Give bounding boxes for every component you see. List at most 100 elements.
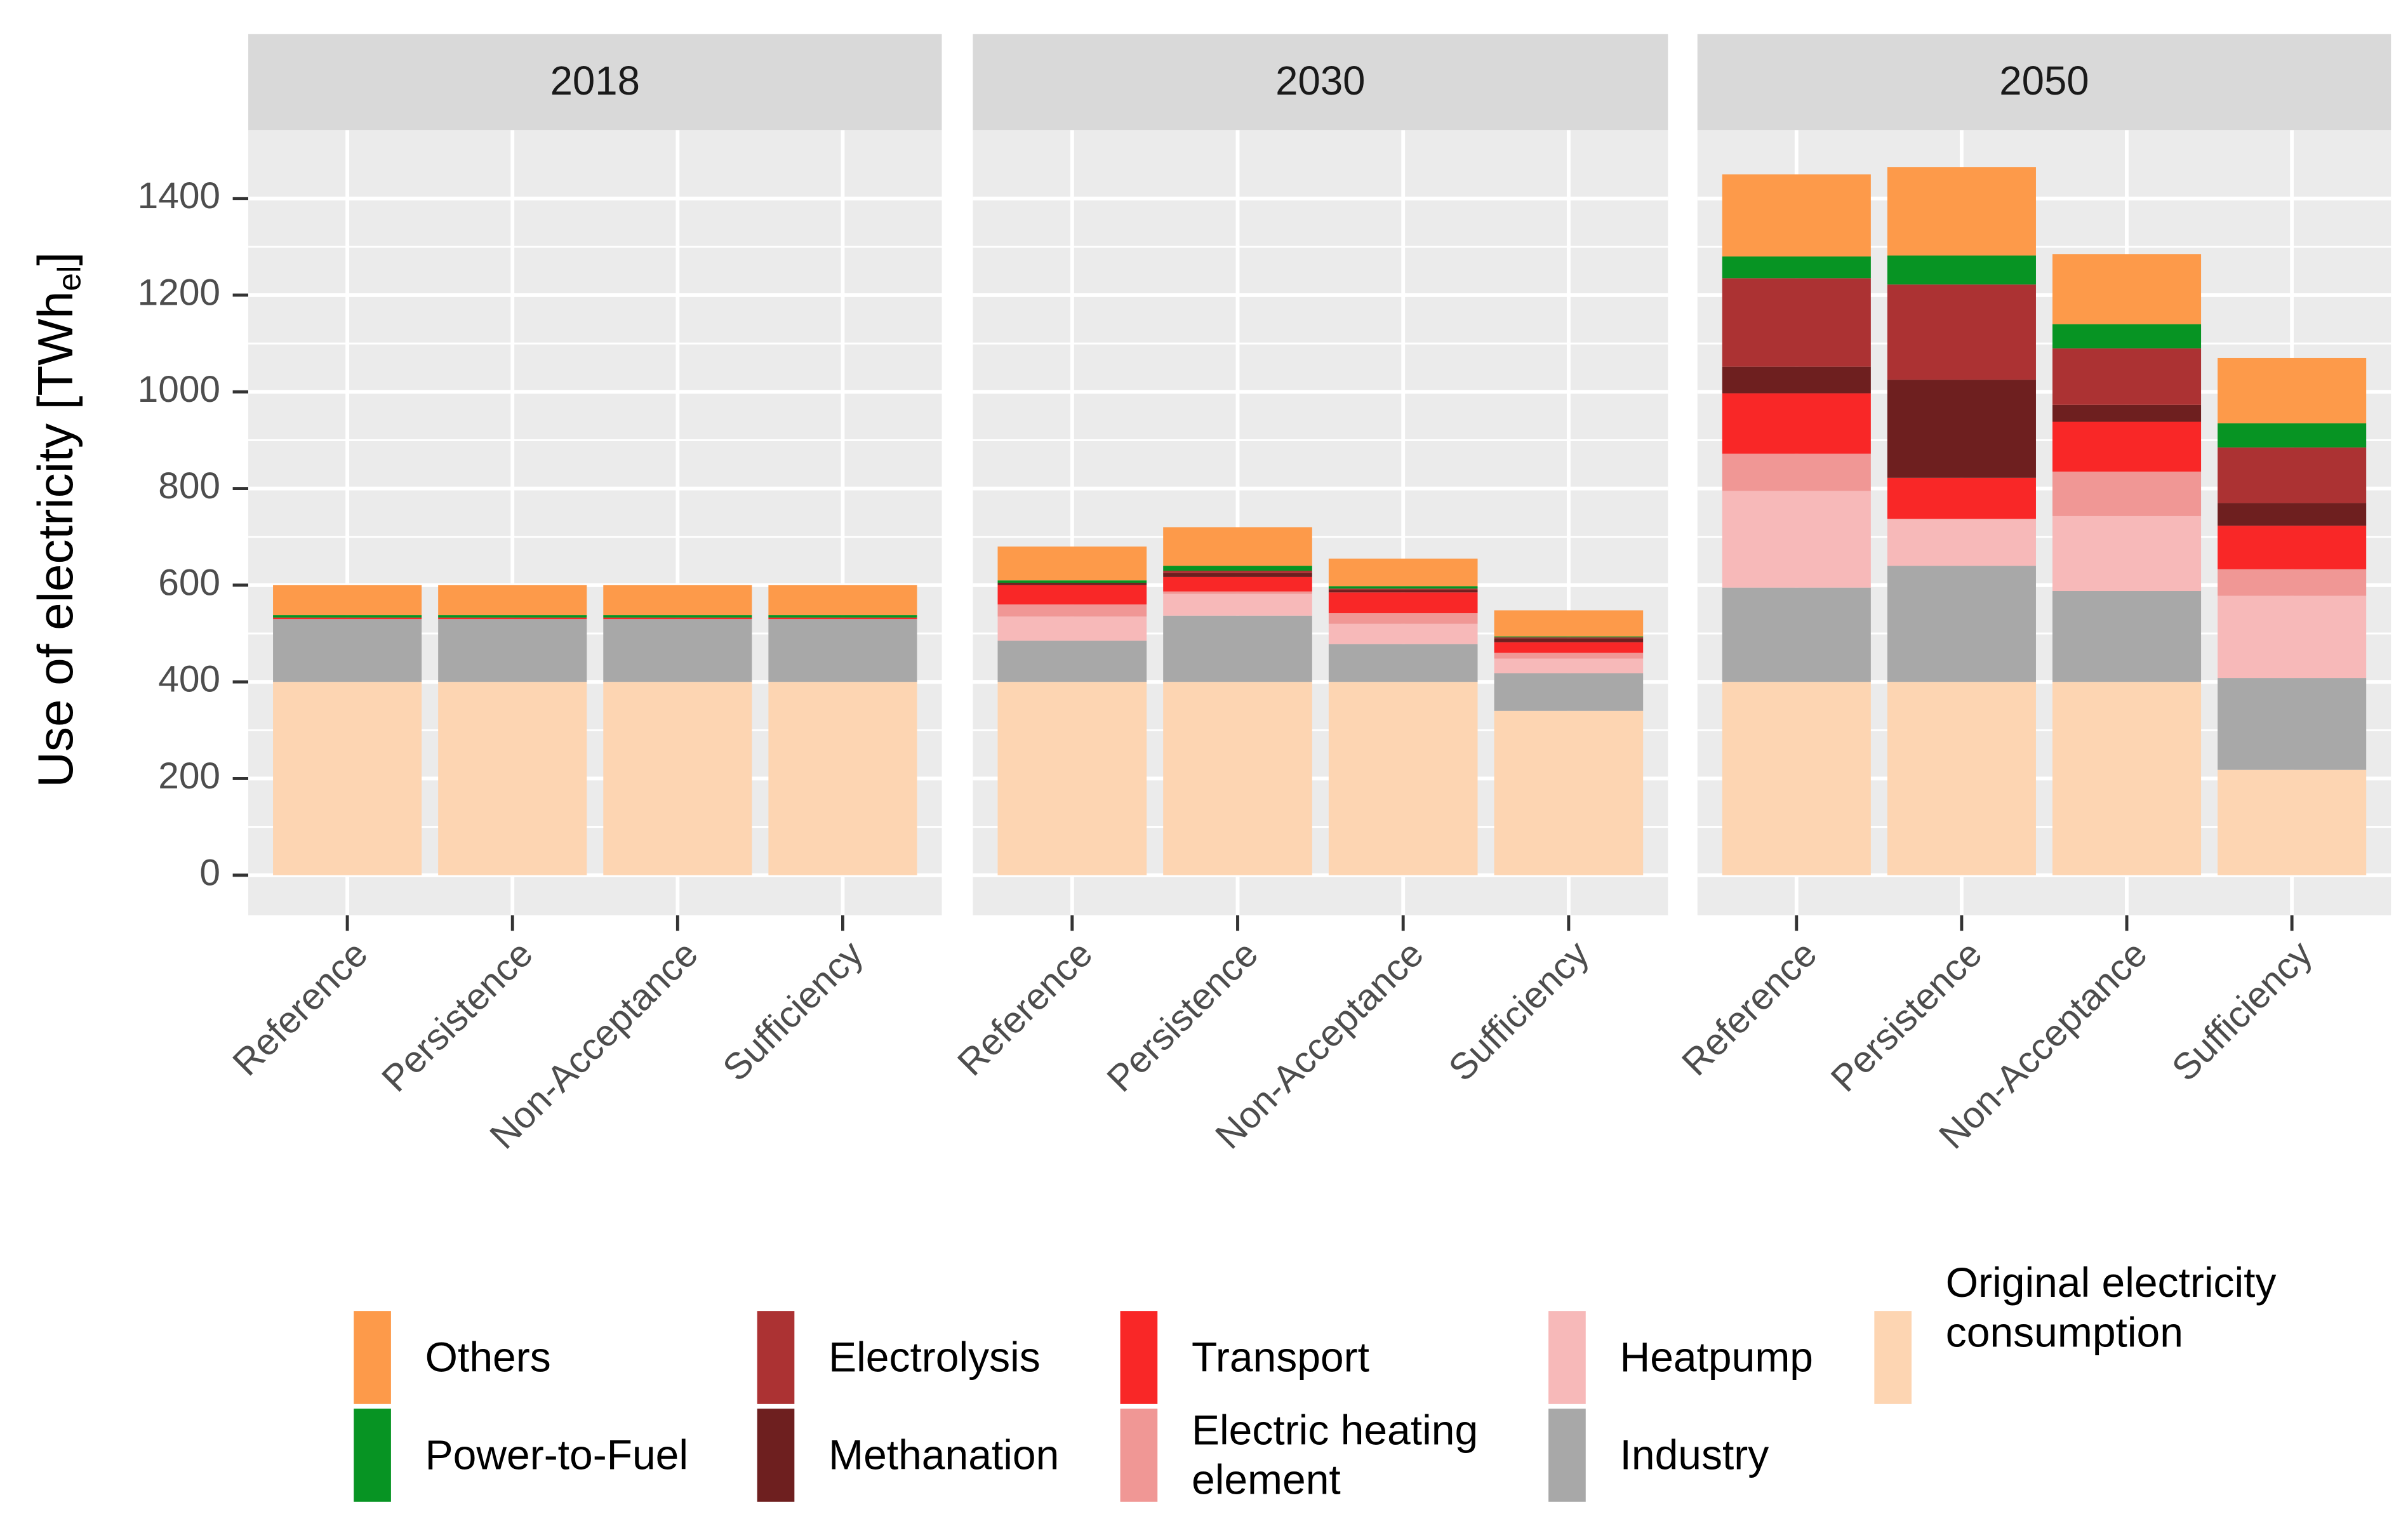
legend-key xyxy=(354,1409,391,1502)
legend-label: Original electricity consumption xyxy=(1945,1259,2277,1357)
bar-segment xyxy=(1887,477,2036,519)
y-tick-label: 0 xyxy=(199,852,220,893)
legend-label: Others xyxy=(425,1334,551,1381)
bar-segment xyxy=(2052,421,2202,472)
bar-segment xyxy=(603,617,752,620)
bar-segment xyxy=(1328,558,1478,587)
y-tick-label: 1400 xyxy=(138,175,220,216)
legend-label: Electrolysis xyxy=(828,1334,1041,1381)
bar-segment xyxy=(1887,519,2036,566)
bar-segment xyxy=(603,619,752,682)
bar-segment xyxy=(1722,587,1871,682)
bar-segment xyxy=(2052,515,2202,591)
y-tick-label: 600 xyxy=(158,562,220,603)
bar-segment xyxy=(438,617,587,620)
legend-key xyxy=(1874,1311,1912,1404)
bar-segment xyxy=(1163,594,1312,616)
y-tick-label: 800 xyxy=(158,465,220,507)
bar-segment xyxy=(1887,380,2036,478)
bar-segment xyxy=(273,617,422,620)
bar-segment xyxy=(1328,613,1478,624)
bar-segment xyxy=(2218,423,2367,448)
bar-segment xyxy=(1887,255,2036,285)
bar-segment xyxy=(2218,357,2367,423)
y-axis-label: Use of electricity [TWhel] xyxy=(27,252,87,788)
facet-title: 2030 xyxy=(1275,58,1365,103)
bar-segment xyxy=(1722,491,1871,588)
bar-segment xyxy=(2218,569,2367,596)
bar-segment xyxy=(273,615,422,618)
bar-segment xyxy=(1328,588,1478,590)
legend-label: Transport xyxy=(1191,1334,1369,1381)
bar-segment xyxy=(603,585,752,616)
bar-segment xyxy=(1328,590,1478,593)
bar-segment xyxy=(768,617,917,620)
bar-segment xyxy=(1163,682,1312,875)
legend-label: Industry xyxy=(1620,1431,1769,1479)
bar-segment xyxy=(438,619,587,682)
bar-segment xyxy=(1722,174,1871,257)
legend-key xyxy=(757,1409,795,1502)
y-label-sub: el xyxy=(51,266,87,291)
bar-segment xyxy=(2052,590,2202,682)
bar-segment xyxy=(1328,644,1478,682)
bar-segment xyxy=(1163,576,1312,592)
bar-segment xyxy=(2052,348,2202,405)
bar-segment xyxy=(768,585,917,616)
bar-segment xyxy=(1494,637,1644,639)
bar-segment xyxy=(1328,586,1478,589)
bar-segment xyxy=(1494,638,1644,642)
y-tick-label: 1000 xyxy=(138,369,220,410)
bar-segment xyxy=(1163,566,1312,571)
bar-segment xyxy=(273,619,422,682)
y-label-end: ] xyxy=(27,252,83,266)
bar-segment xyxy=(2052,404,2202,422)
y-tick-label: 400 xyxy=(158,659,220,700)
bar-segment xyxy=(1722,393,1871,454)
bar-segment xyxy=(2218,447,2367,503)
bar-segment xyxy=(1887,566,2036,682)
bar-segment xyxy=(1494,673,1644,711)
bar-segment xyxy=(1722,366,1871,394)
legend-label: Power-to-Fuel xyxy=(425,1431,689,1479)
bar-segment xyxy=(997,604,1147,617)
bar-segment xyxy=(1163,527,1312,566)
bar-segment xyxy=(1163,615,1312,682)
bar-segment xyxy=(1722,682,1871,875)
bar-segment xyxy=(1722,453,1871,491)
y-tick-label: 1200 xyxy=(138,272,220,313)
bar-segment xyxy=(2052,254,2202,324)
legend-key xyxy=(1120,1409,1158,1502)
y-label-main: Use of electricity [TWh xyxy=(27,291,83,788)
bar-segment xyxy=(2052,471,2202,516)
facet-title: 2050 xyxy=(1999,58,2089,103)
y-tick-label: 200 xyxy=(158,755,220,797)
bar-segment xyxy=(1887,682,2036,875)
bar-segment xyxy=(438,682,587,875)
bar-segment xyxy=(997,583,1147,585)
bar-segment xyxy=(2218,678,2367,770)
bar-segment xyxy=(438,585,587,616)
bar-segment xyxy=(603,682,752,875)
bar-segment xyxy=(768,619,917,682)
bar-segment xyxy=(603,615,752,618)
bar-segment xyxy=(1163,591,1312,594)
bar-segment xyxy=(2052,324,2202,348)
bar-segment xyxy=(997,580,1147,583)
legend-key xyxy=(1548,1311,1586,1404)
bar-segment xyxy=(273,585,422,616)
legend-label: Methanation xyxy=(828,1431,1060,1479)
bar-segment xyxy=(1163,571,1312,573)
bar-segment xyxy=(997,616,1147,641)
bar-segment xyxy=(997,682,1147,875)
bar-segment xyxy=(1494,658,1644,674)
legend-key xyxy=(757,1311,795,1404)
bar-segment xyxy=(1722,256,1871,279)
bar-segment xyxy=(768,682,917,875)
bar-segment xyxy=(1494,653,1644,659)
bar-segment xyxy=(1328,592,1478,614)
bar-segment xyxy=(1163,573,1312,577)
bar-segment xyxy=(1887,284,2036,380)
